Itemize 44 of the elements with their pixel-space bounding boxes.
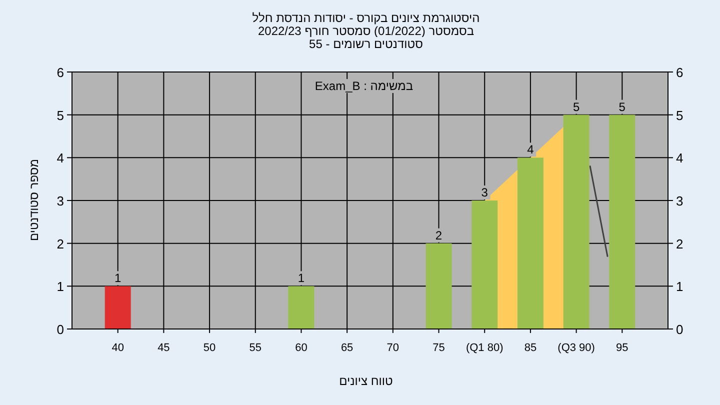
bar <box>609 114 636 329</box>
x-tick-label: 75 <box>432 342 445 354</box>
x-tick-label: 95 <box>616 342 628 354</box>
y-tick-label: 6 <box>56 65 64 80</box>
annotation: במשימה : Exam_B <box>314 79 414 93</box>
data-label: 5 <box>618 100 626 114</box>
y2-tick-label: 4 <box>676 150 684 166</box>
data-label: 5 <box>572 100 580 114</box>
bar <box>288 286 314 329</box>
x-tick-label: (Q1 80) <box>466 342 504 354</box>
y2-tick-label: 3 <box>676 194 684 208</box>
y2-tick-label: 0 <box>676 322 684 337</box>
x-tick-label: 50 <box>203 342 216 354</box>
x-tick-label: 40 <box>112 342 124 354</box>
bar <box>426 243 452 329</box>
y2-tick-label: 6 <box>676 65 684 80</box>
text: סטודנטים רשומים - 55 <box>309 37 424 51</box>
y2-tick-label: 5 <box>676 108 684 123</box>
chart-title: היסטוגרמת ציונים בקורס - יסודות הנדסת חלל <box>252 11 480 25</box>
y-tick-label: 1 <box>56 279 64 294</box>
x-tick-label: (Q3 90) <box>558 342 595 354</box>
y-axis-title: מספר סטודנטים <box>27 158 41 242</box>
data-label: 1 <box>298 271 305 286</box>
y-tick-label: 4 <box>56 150 64 166</box>
data-label: 3 <box>481 186 488 200</box>
y2-tick-label: 1 <box>676 279 684 294</box>
y-tick-label: 5 <box>56 108 64 123</box>
bar <box>472 200 498 329</box>
data-label: 1 <box>114 271 122 286</box>
bar <box>104 286 131 329</box>
data-label: 2 <box>435 228 442 242</box>
y-tick-label: 0 <box>56 322 64 337</box>
x-tick-label: 70 <box>386 342 400 354</box>
x-tick-label: 85 <box>524 342 537 354</box>
x-tick-label: 65 <box>340 342 354 354</box>
x-tick-label: 55 <box>249 342 262 354</box>
x-tick-label: 45 <box>158 342 170 354</box>
y2-tick-label: 2 <box>676 236 684 252</box>
x-tick-label: 60 <box>295 342 308 354</box>
y-tick-label: 2 <box>56 236 64 252</box>
x-axis-title: טווח ציונים <box>339 374 394 388</box>
y-tick-label: 3 <box>56 194 64 208</box>
chart-subtitle: בסמסטר (01/2022) סמסטר חורף 2022/23 <box>258 24 474 38</box>
data-label: 4 <box>527 142 534 157</box>
